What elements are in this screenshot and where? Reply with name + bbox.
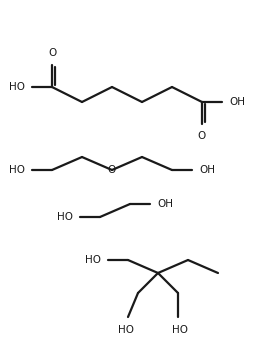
Text: OH: OH xyxy=(157,199,173,209)
Text: HO: HO xyxy=(9,82,25,92)
Text: O: O xyxy=(108,165,116,175)
Text: HO: HO xyxy=(9,165,25,175)
Text: HO: HO xyxy=(57,212,73,222)
Text: HO: HO xyxy=(118,325,134,335)
Text: O: O xyxy=(48,48,56,58)
Text: HO: HO xyxy=(85,255,101,265)
Text: OH: OH xyxy=(229,97,245,107)
Text: HO: HO xyxy=(172,325,188,335)
Text: O: O xyxy=(198,131,206,141)
Text: OH: OH xyxy=(199,165,215,175)
